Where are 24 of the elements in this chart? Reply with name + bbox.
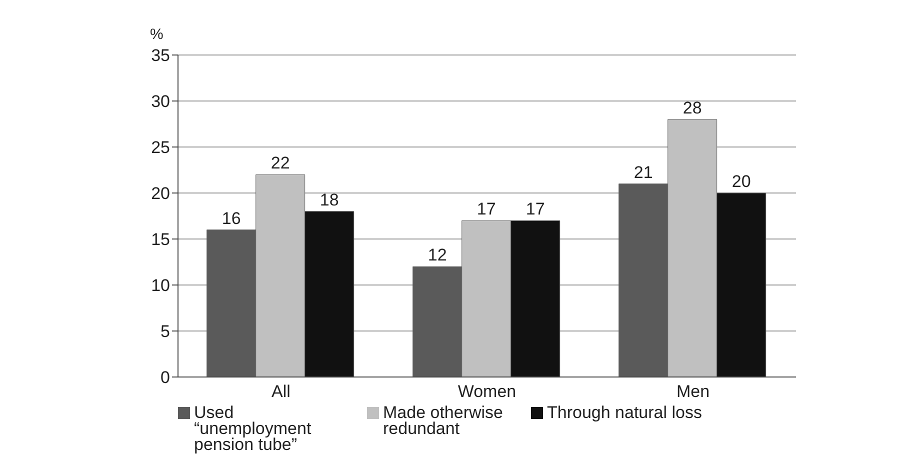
y-tick-label: 20 [151,184,170,204]
data-label: 28 [682,98,702,118]
legend-label: Through natural loss [547,403,702,422]
legend-label: Used “unemployment pension tube” [194,403,312,454]
y-tick-label: 35 [151,46,170,66]
x-tick-label: Men [676,382,710,402]
data-label: 17 [526,200,545,219]
y-tick-label: 15 [151,230,170,250]
y-tick-label: 10 [151,276,170,296]
x-tick-label: Women [458,382,516,402]
data-label: 20 [732,172,751,191]
y-tick-label: 0 [160,368,170,388]
y-axis-title: % [150,26,164,43]
y-tick-label: 30 [151,92,170,112]
data-label: 21 [634,162,653,182]
data-label: 22 [270,154,290,173]
y-tick-label: 25 [151,138,170,158]
data-label: 17 [476,200,496,219]
x-tick-label: All [272,382,290,402]
legend-label: Made otherwise redundant [383,403,504,438]
data-label: 12 [428,246,447,265]
data-label: 18 [320,190,339,210]
data-label: 16 [222,208,241,228]
y-tick-label: 5 [160,322,170,342]
